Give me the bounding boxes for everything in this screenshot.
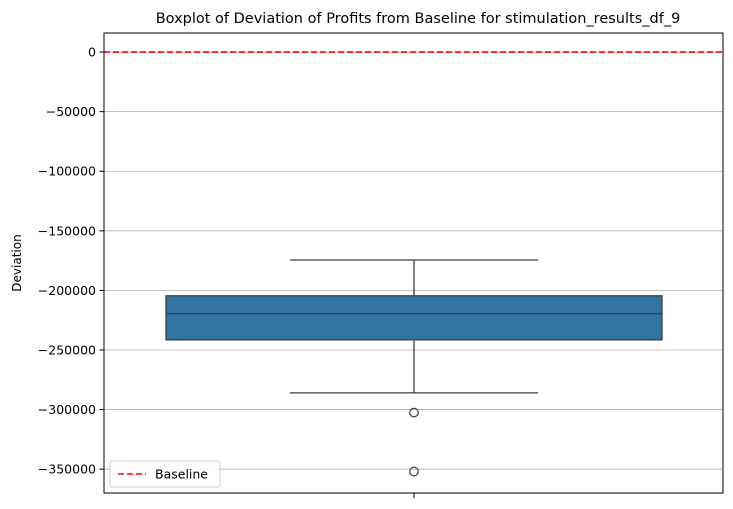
chart-title: Boxplot of Deviation of Profits from Bas… xyxy=(156,11,681,27)
y-tick-label: −200000 xyxy=(38,283,96,298)
y-axis: 0 −50000 −100000 −150000 −200000 −250000 −3000… xyxy=(38,45,104,477)
legend: Baseline xyxy=(109,460,221,488)
legend-label-baseline: Baseline xyxy=(155,467,208,482)
y-tick-label: −50000 xyxy=(46,104,96,119)
y-tick-label: −300000 xyxy=(38,402,96,417)
legend-box xyxy=(109,460,221,488)
y-tick-label: −100000 xyxy=(38,164,96,179)
y-axis-label: Deviation xyxy=(10,234,24,291)
y-tick-label: −150000 xyxy=(38,223,96,238)
y-tick-label: 0 xyxy=(88,45,96,60)
y-tick-label: −350000 xyxy=(38,462,96,477)
y-tick-label: −250000 xyxy=(38,342,96,357)
iqr-box xyxy=(165,295,663,341)
outlier-point xyxy=(409,466,419,477)
outlier-point xyxy=(409,407,419,418)
box-plot xyxy=(165,259,663,477)
